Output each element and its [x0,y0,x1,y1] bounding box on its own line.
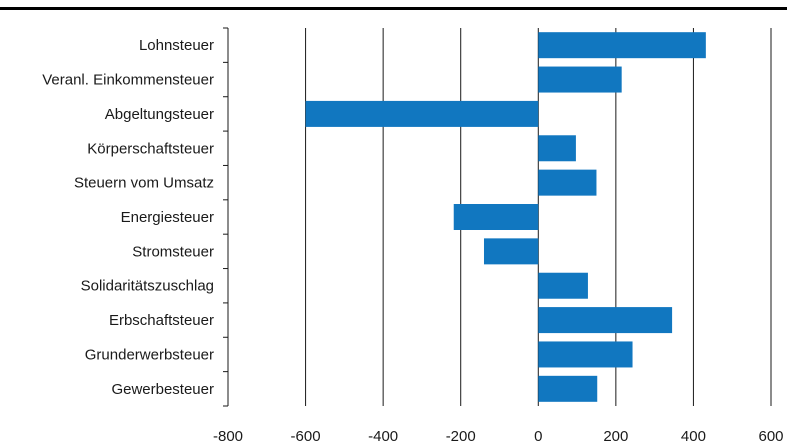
bar-1 [538,67,621,93]
x-tick-label: -200 [446,428,476,445]
bar-4 [538,170,596,196]
category-label: Erbschaftsteuer [109,312,214,329]
category-label: Solidaritätszuschlag [81,278,214,295]
category-label: Energiesteuer [121,209,214,226]
bar-8 [538,307,672,333]
category-label: Grunderwerbsteuer [85,346,214,363]
x-tick-label: 0 [534,428,542,445]
category-label: Gewerbesteuer [111,381,214,398]
category-label: Körperschaftsteuer [87,140,214,157]
category-axis [223,28,228,406]
x-tick-label: 600 [758,428,783,445]
bar-3 [538,135,576,161]
bar-9 [538,341,632,367]
x-tick-label: -600 [291,428,321,445]
category-label: Veranl. Einkommensteuer [42,72,214,89]
x-axis-ticks: -800 -600 -400 -200 0 200 400 600 [213,428,784,445]
bar-7 [538,273,588,299]
bars [306,32,706,402]
category-labels: Lohnsteuer Veranl. Einkommensteuer Abgeltu… [42,37,214,398]
bar-2 [306,101,539,127]
category-label: Stromsteuer [132,243,214,260]
x-tick-label: 400 [681,428,706,445]
category-label: Abgeltungsteuer [105,106,214,123]
x-tick-label: -800 [213,428,243,445]
bar-10 [538,376,597,402]
category-label: Lohnsteuer [139,37,214,54]
bar-5 [454,204,539,230]
bar-6 [484,238,538,264]
x-tick-label: 200 [603,428,628,445]
bar-0 [538,32,706,58]
category-label: Steuern vom Umsatz [74,175,214,192]
x-tick-label: -400 [368,428,398,445]
